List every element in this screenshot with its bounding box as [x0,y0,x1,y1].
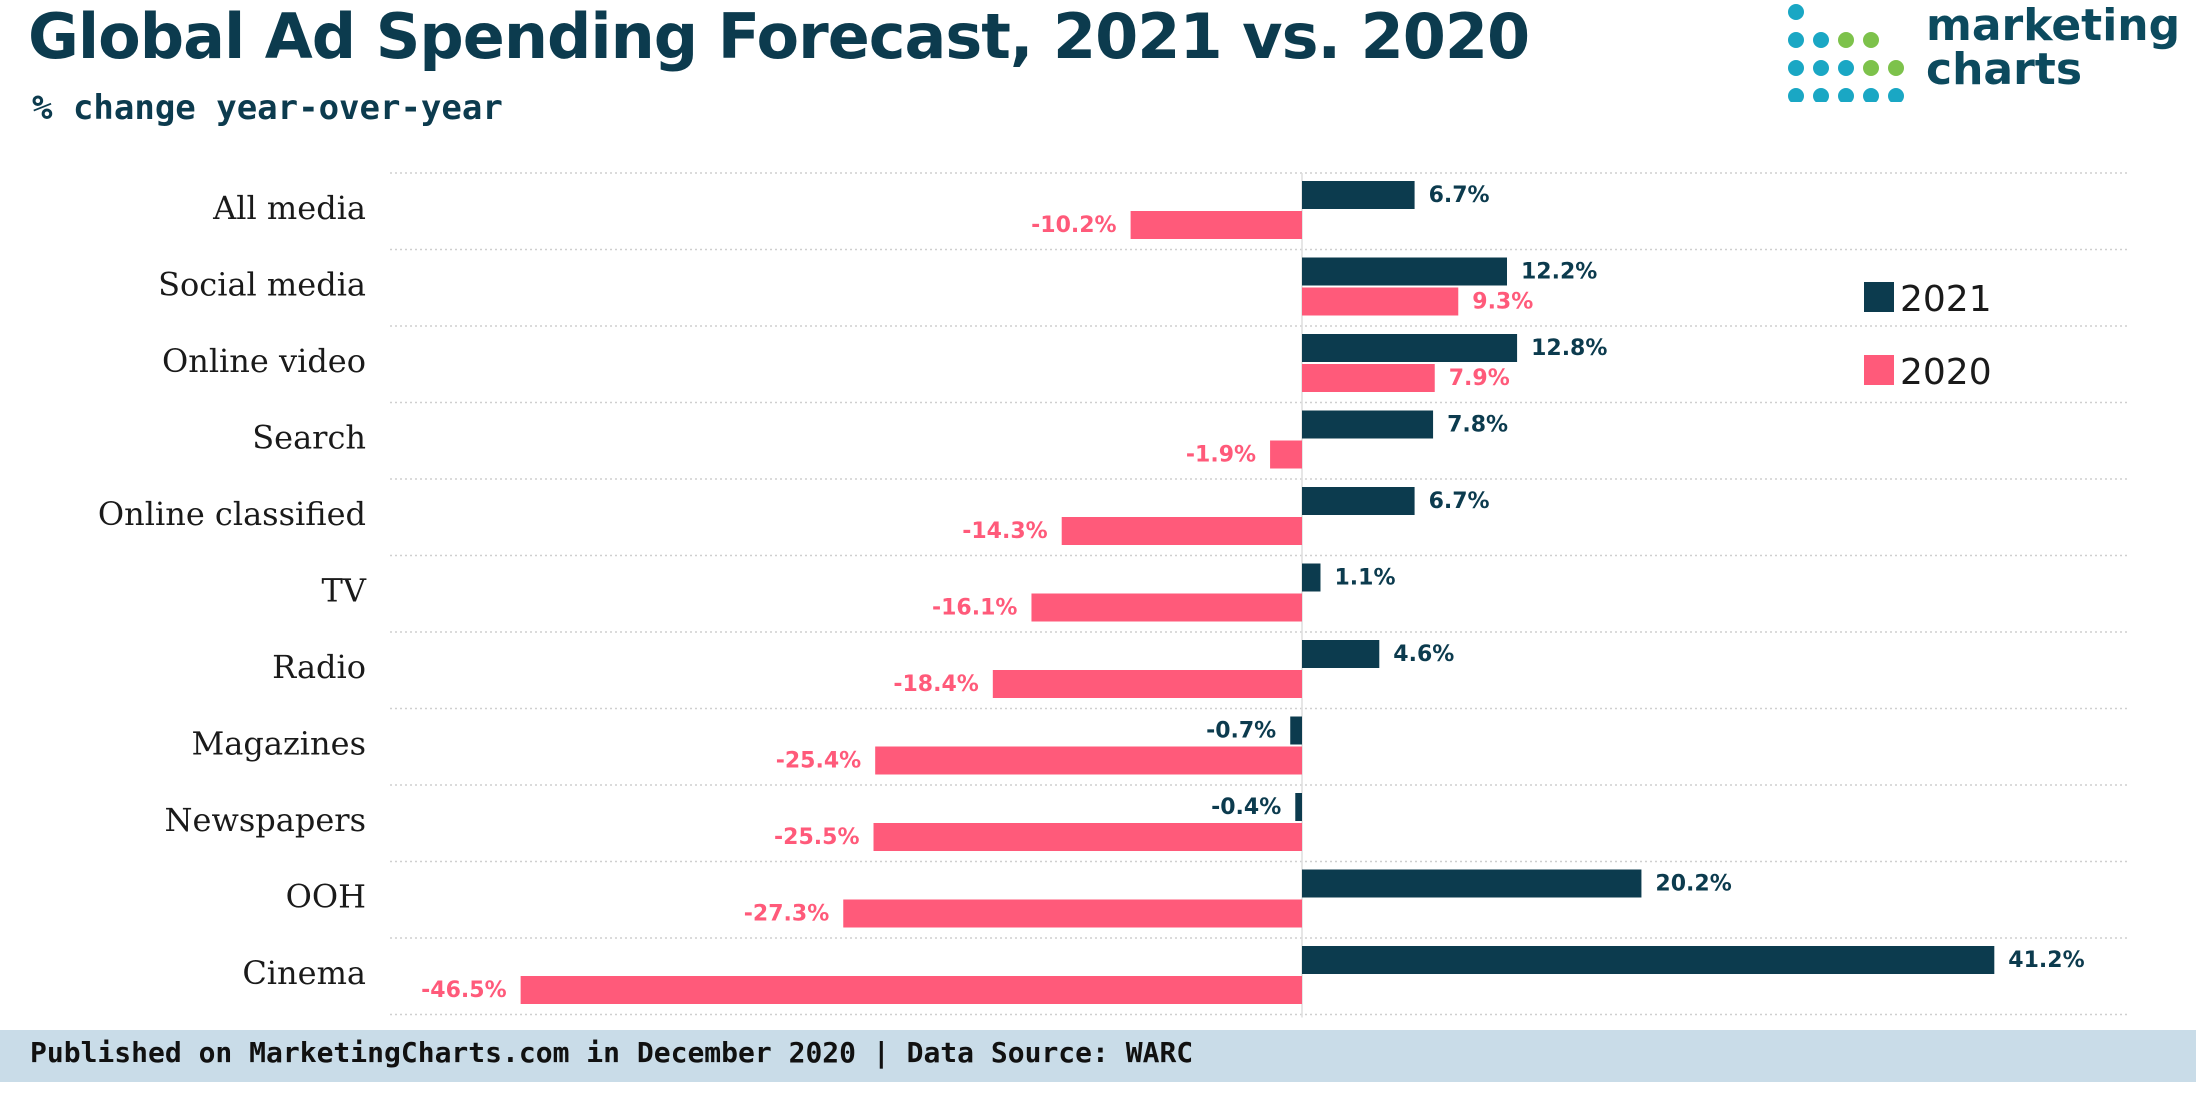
logo-dot [1788,32,1804,48]
chart-subtitle: % change year-over-year [32,88,503,128]
legend-swatch-2021 [1864,282,1894,312]
data-label: -16.1% [932,596,1017,621]
logo-dot [1813,32,1829,48]
data-label: 6.7% [1429,183,1490,208]
bar-2021-online-classified [1302,487,1415,515]
category-label: OOH [286,878,366,916]
category-label: Cinema [242,954,366,992]
category-label: TV [322,572,367,610]
category-label: Online classified [98,495,366,533]
data-label: 6.7% [1429,489,1490,514]
bar-2020-all-media [1130,211,1302,239]
data-label: -25.5% [774,825,859,850]
logo-text-line1: marketing [1926,0,2181,51]
data-label: -27.3% [744,902,829,927]
data-label: -46.5% [421,978,506,1003]
bar-2021-ooh [1302,869,1642,898]
logo-dot [1888,88,1904,102]
bar-2020-search [1270,440,1302,469]
bar-2021-all-media [1302,181,1415,209]
data-label: -1.9% [1186,443,1256,468]
category-label: Radio [272,648,366,686]
bar-2021-tv [1302,563,1321,592]
logo-dot [1788,88,1804,102]
category-label: Newspapers [165,801,366,839]
data-label: 20.2% [1655,872,1731,897]
data-label: 9.3% [1472,290,1533,315]
logo-dot [1788,4,1804,20]
footer-source-text: Published on MarketingCharts.com in Dece… [30,1036,1194,1069]
category-label: Online video [162,342,366,380]
bar-2020-cinema [520,976,1302,1004]
data-label: 7.9% [1449,366,1510,391]
bar-2020-newspapers [873,823,1302,851]
bar-2021-magazines [1290,716,1302,745]
logo-dot [1863,60,1879,76]
data-label: -0.4% [1211,795,1281,820]
logo-dot [1813,60,1829,76]
data-label: -18.4% [893,672,978,697]
footer-bar: Published on MarketingCharts.com in Dece… [0,1030,2196,1082]
legend-swatch-2020 [1864,355,1894,385]
category-label: Social media [158,266,366,304]
data-label: 1.1% [1334,566,1395,591]
logo-dot [1788,60,1804,76]
logo-dot [1863,88,1879,102]
data-label: 41.2% [2008,948,2084,973]
bar-2021-online-video [1302,334,1518,362]
chart-title: Global Ad Spending Forecast, 2021 vs. 20… [28,0,1530,73]
bar-2020-online-video [1302,364,1435,392]
data-label: -25.4% [776,749,861,774]
logo-dot [1838,88,1854,102]
bar-2020-social-media [1302,287,1459,316]
bar-2021-social-media [1302,257,1508,286]
bar-2020-magazines [875,746,1302,775]
data-label: -14.3% [962,519,1047,544]
logo-dot [1838,60,1854,76]
bar-chart: All media 6.7% -10.2% Social media 12.2% 9.3%… [98,172,2128,1018]
category-label: All media [212,189,366,227]
data-label: -0.7% [1206,719,1276,744]
bar-2021-newspapers [1295,793,1302,821]
data-label: 12.2% [1521,260,1597,285]
data-label: 12.8% [1531,336,1607,361]
bar-2020-ooh [843,899,1302,928]
data-label: 4.6% [1393,642,1454,667]
bar-2021-search [1302,410,1434,439]
category-label: Search [252,419,366,457]
data-label: 7.8% [1447,413,1508,438]
legend-label-2021: 2021 [1900,279,1992,320]
bar-2021-cinema [1302,946,1995,974]
logo-dot [1838,32,1854,48]
bar-2020-radio [992,670,1302,698]
data-label: -10.2% [1031,213,1116,238]
logo-dot [1888,60,1904,76]
logo-dot [1863,32,1879,48]
logo-dot [1813,88,1829,102]
logo-dots-icon [1788,4,1904,102]
logo-text-line2: charts [1926,44,2083,95]
category-label: Magazines [192,725,366,763]
bar-2020-online-classified [1061,517,1302,545]
legend-label-2020: 2020 [1900,352,1992,393]
bar-2020-tv [1031,593,1302,622]
bar-2021-radio [1302,640,1380,668]
